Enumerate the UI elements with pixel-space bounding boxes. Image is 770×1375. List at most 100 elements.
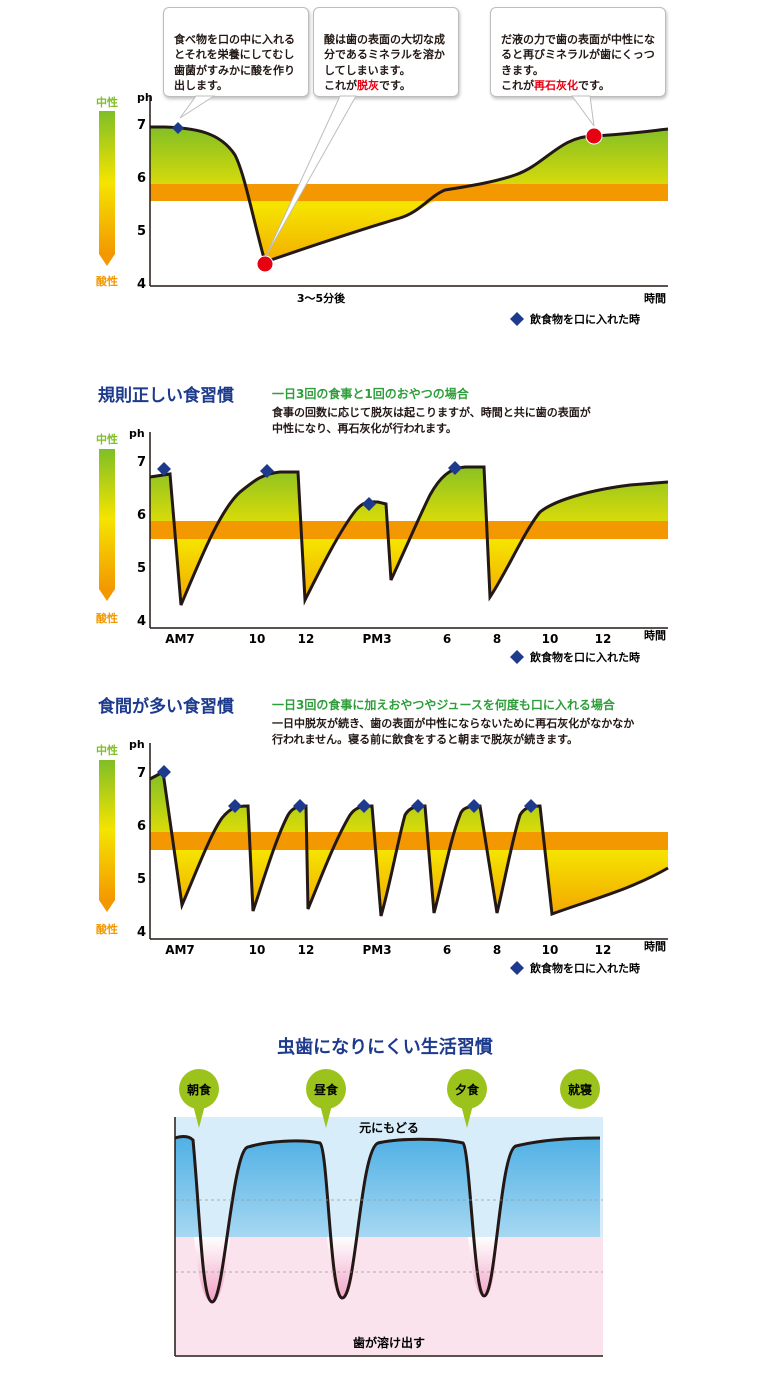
bubble-demineralization-text: 酸は歯の表面の大切な成分であるミネラルを溶かしてしまいます。 これが (324, 32, 445, 93)
food-intake-marker (157, 765, 171, 779)
bubble-remineralization-text: だ液の力で歯の表面が中性になると再びミネラルが歯にくっつきます。 これが (501, 32, 655, 93)
y-tick-6: 6 (137, 171, 146, 186)
ph-scale-bar (99, 449, 115, 589)
x-end-label: 時間 (644, 291, 666, 305)
food-intake-marker (260, 464, 274, 478)
marker-breakfast: 朝食 (179, 1069, 219, 1128)
chart3-lower-area (545, 850, 668, 914)
bubble-acid-production: 食べ物を口の中に入れるとそれを栄養にしてむし歯菌がすみかに酸を作り出します。 (163, 7, 309, 97)
demineralization-term: 脱灰 (357, 79, 379, 92)
bubble3-pointer (571, 95, 595, 127)
chart1-ph-line (150, 125, 669, 264)
bubble-demineralization-end: です。 (379, 79, 411, 92)
chart2-ph-line (149, 465, 669, 606)
x-tick-12am: 12 (595, 632, 612, 646)
food-intake-marker (157, 462, 171, 476)
chart2: 中性 酸性 ph 7 6 5 4 AM7 10 12 PM3 6 8 10 12… (96, 427, 669, 664)
acid-zone (175, 1237, 603, 1355)
x-label-3-5-min: 3〜5分後 (297, 291, 346, 305)
ph-scale-bar (99, 111, 115, 254)
remineralization-term: 再石灰化 (534, 79, 578, 92)
tooth-curve-line (174, 1135, 601, 1304)
legend-diamond-icon (510, 650, 524, 664)
x-tick-10am: 10 (249, 632, 266, 646)
chart3: 中性 酸性 ph 7 6 5 4 AM7 10 12 PM3 6 8 10 12… (96, 738, 669, 975)
x-tick-pm3: PM3 (362, 943, 391, 957)
chart1: 中性 酸性 ph 7 6 5 4 3〜5分後 時間 飲食物を口に入れた時 (96, 91, 669, 326)
bubble1-pointer (179, 95, 216, 119)
marker-bedtime-label: 就寝 (568, 1082, 592, 1097)
y-unit-label: ph (129, 738, 145, 751)
marker-bedtime: 就寝 (560, 1069, 600, 1109)
chart4: 元にもどる 歯が溶け出す 朝食 昼食 夕食 就寝 (174, 1069, 603, 1357)
x-tick-pm3: PM3 (362, 632, 391, 646)
scale-acid-label: 酸性 (96, 274, 118, 288)
food-intake-marker (524, 799, 538, 813)
x-tick-10pm: 10 (542, 943, 559, 957)
x-tick-12: 12 (298, 632, 315, 646)
acid-band (150, 184, 668, 201)
scale-neutral-label: 中性 (96, 432, 118, 446)
chart3-ph-line (149, 769, 669, 917)
bubble-acid-production-text: 食べ物を口の中に入れるとそれを栄養にしてむし歯菌がすみかに酸を作り出します。 (174, 32, 295, 93)
tooth-curve-fill-blue (175, 1136, 600, 1303)
y-tick-7: 7 (137, 455, 146, 470)
y-tick-6: 6 (137, 819, 146, 834)
food-intake-marker (293, 799, 307, 813)
y-tick-5: 5 (137, 872, 146, 887)
x-tick-8: 8 (493, 632, 501, 646)
legend-label: 飲食物を口に入れた時 (529, 961, 640, 975)
bubble-demineralization: 酸は歯の表面の大切な成分であるミネラルを溶かしてしまいます。 これが脱灰です。 (313, 7, 459, 97)
legend-label: 飲食物を口に入れた時 (529, 650, 640, 664)
scale-acid-label: 酸性 (96, 611, 118, 625)
chart2-description: 食事の回数に応じて脱灰は起こりますが、時間と共に歯の表面が 中性になり、再石灰化… (272, 406, 591, 435)
chart3-description: 一日中脱灰が続き、歯の表面が中性にならないために再石灰化がなかなか 行われません… (272, 717, 635, 746)
x-end-label: 時間 (644, 628, 666, 642)
chart3-subtitle: 一日3回の食事に加えおやつやジュースを何度も口に入れる場合 (272, 698, 615, 712)
chart1-lower-area (258, 201, 436, 262)
marker-breakfast-label: 朝食 (187, 1082, 212, 1097)
x-end-label: 時間 (644, 939, 666, 953)
bubble2-pointer (265, 95, 357, 257)
x-tick-6: 6 (443, 943, 451, 957)
chart2-subtitle: 一日3回の食事と1回のおやつの場合 (272, 387, 469, 401)
x-tick-12am: 12 (595, 943, 612, 957)
remineralization-point (585, 127, 603, 145)
x-tick-8: 8 (493, 943, 501, 957)
y-tick-4: 4 (137, 925, 146, 940)
acid-band (150, 832, 668, 850)
ph-scale-arrow (99, 589, 115, 601)
tooth-dissolving-label: 歯が溶け出す (353, 1335, 425, 1350)
y-tick-7: 7 (137, 766, 146, 781)
y-tick-6: 6 (137, 508, 146, 523)
y-unit-label: ph (129, 427, 145, 440)
y-tick-7: 7 (137, 118, 146, 133)
y-unit-label: ph (137, 91, 153, 104)
legend-label: 飲食物を口に入れた時 (529, 312, 640, 326)
x-tick-10am: 10 (249, 943, 266, 957)
bubble-remineralization-end: です。 (578, 79, 610, 92)
legend-diamond-icon (510, 312, 524, 326)
food-intake-marker (362, 497, 376, 511)
scale-neutral-label: 中性 (96, 743, 118, 757)
food-intake-marker (411, 799, 425, 813)
food-intake-marker (228, 799, 242, 813)
y-tick-4: 4 (137, 277, 146, 292)
marker-lunch-label: 昼食 (313, 1082, 339, 1097)
y-tick-5: 5 (137, 561, 146, 576)
food-intake-marker (467, 799, 481, 813)
demineralization-point (256, 255, 274, 273)
food-intake-marker (357, 799, 371, 813)
marker-dinner-label: 夕食 (455, 1082, 480, 1097)
tooth-curve-fill-pink (194, 1237, 499, 1302)
marker-dinner: 夕食 (447, 1069, 487, 1128)
x-tick-12: 12 (298, 943, 315, 957)
x-tick-6: 6 (443, 632, 451, 646)
acid-band (150, 521, 668, 539)
chart3-title: 食間が多い食習慣 (98, 697, 234, 717)
ph-scale-arrow (99, 254, 115, 266)
x-tick-am7: AM7 (165, 943, 195, 957)
return-to-normal-label: 元にもどる (359, 1121, 419, 1135)
x-tick-am7: AM7 (165, 632, 195, 646)
